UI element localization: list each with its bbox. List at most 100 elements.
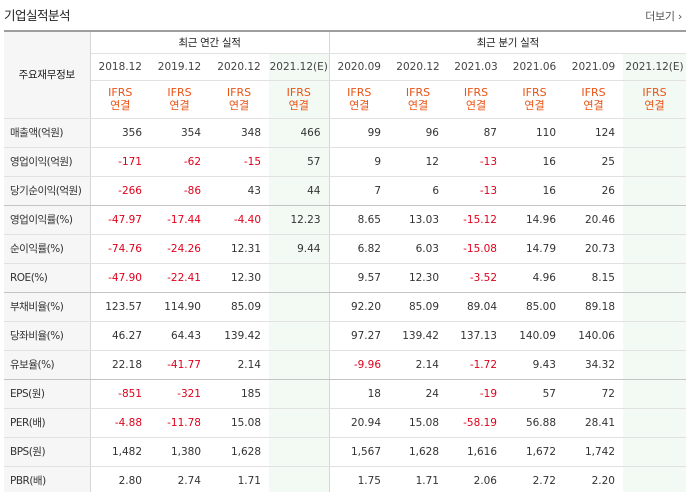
corner-cell: 주요재무정보 — [4, 31, 91, 119]
value-cell: 140.09 — [505, 321, 564, 351]
value-cell: -86 — [150, 176, 209, 206]
value-cell: 44 — [269, 176, 330, 206]
value-cell: 114.90 — [150, 292, 209, 322]
value-cell: 43 — [209, 176, 269, 206]
value-cell: 99 — [329, 118, 389, 148]
value-cell: 354 — [150, 118, 209, 148]
value-cell: 185 — [209, 379, 269, 409]
section-title: 기업실적분석 — [4, 8, 71, 23]
period-header: 2021.03 — [447, 53, 505, 81]
value-cell: 57 — [269, 147, 330, 177]
standard-line1: IFRS — [108, 86, 133, 99]
value-cell: 1.75 — [329, 466, 389, 492]
value-cell: -74.76 — [90, 234, 150, 264]
value-cell: 28.41 — [564, 408, 623, 438]
value-cell — [269, 379, 330, 409]
value-cell: -171 — [90, 147, 150, 177]
more-label: 더보기 — [645, 10, 675, 23]
value-cell: -321 — [150, 379, 209, 409]
value-cell: -62 — [150, 147, 209, 177]
value-cell: 14.79 — [505, 234, 564, 264]
value-cell: 8.15 — [564, 263, 623, 293]
value-cell — [269, 350, 330, 380]
value-cell: 16 — [505, 147, 564, 177]
value-cell — [623, 176, 687, 206]
value-cell — [269, 437, 330, 467]
value-cell: -47.90 — [90, 263, 150, 293]
row-label: 부채비율(%) — [4, 292, 91, 322]
standard-line2: 연결 — [524, 99, 545, 112]
value-cell: 22.18 — [90, 350, 150, 380]
value-cell — [623, 466, 687, 492]
value-cell: -41.77 — [150, 350, 209, 380]
value-cell — [623, 379, 687, 409]
value-cell: 2.74 — [150, 466, 209, 492]
value-cell: 20.46 — [564, 205, 623, 235]
value-cell: 140.06 — [564, 321, 623, 351]
row-label: 영업이익률(%) — [4, 205, 91, 235]
period-header: 2021.12(E) — [623, 53, 687, 81]
value-cell: 15.08 — [389, 408, 447, 438]
value-cell: 97.27 — [329, 321, 389, 351]
more-link[interactable]: 더보기 › — [645, 8, 682, 24]
value-cell: 9.57 — [329, 263, 389, 293]
value-cell: 12.31 — [209, 234, 269, 264]
section-header: 기업실적분석 더보기 › — [0, 0, 693, 30]
value-cell — [623, 350, 687, 380]
value-cell: 72 — [564, 379, 623, 409]
standard-line1: IFRS — [226, 86, 252, 99]
value-cell: 25 — [564, 147, 623, 177]
row-label: 당좌비율(%) — [4, 321, 91, 351]
standard-header: IFRS 연결 — [564, 80, 623, 119]
table-row: ROE(%) -47.90 -22.41 12.30 9.57 12.30 -3.52 4.9… — [4, 263, 687, 293]
header-row-standards: IFRS 연결 IFRS 연결 IFRS 연결 IFRS 연결 IFRS 연결 IFRS 연결 IFRS… — [4, 80, 687, 119]
value-cell: 12 — [389, 147, 447, 177]
value-cell: -58.19 — [447, 408, 505, 438]
standard-line2: 연결 — [110, 99, 131, 112]
value-cell: 7 — [329, 176, 389, 206]
value-cell: 2.20 — [564, 466, 623, 492]
value-cell: 12.23 — [269, 205, 330, 235]
standard-line2: 연결 — [583, 99, 604, 112]
standard-line1: IFRS — [286, 86, 311, 99]
row-label: 당기순이익(억원) — [4, 176, 91, 206]
value-cell: 20.94 — [329, 408, 389, 438]
annual-group-header: 최근 연간 실적 — [90, 31, 330, 54]
table-row: EPS(원) -851 -321 185 18 24 -19 57 72 — [4, 379, 687, 409]
value-cell: 89.04 — [447, 292, 505, 322]
value-cell: -3.52 — [447, 263, 505, 293]
value-cell: -17.44 — [150, 205, 209, 235]
value-cell — [623, 234, 687, 264]
value-cell — [269, 466, 330, 492]
value-cell: 1.71 — [389, 466, 447, 492]
standard-line2: 연결 — [169, 99, 190, 112]
value-cell: -15.12 — [447, 205, 505, 235]
value-cell: 1,616 — [447, 437, 505, 467]
row-label: 매출액(억원) — [4, 118, 91, 148]
value-cell: 20.73 — [564, 234, 623, 264]
header-row-groups: 주요재무정보 최근 연간 실적 최근 분기 실적 — [4, 31, 687, 119]
value-cell: 110 — [505, 118, 564, 148]
value-cell: 348 — [209, 118, 269, 148]
value-cell: 1,628 — [389, 437, 447, 467]
value-cell: 8.65 — [329, 205, 389, 235]
value-cell: 1,742 — [564, 437, 623, 467]
period-header: 2020.12 — [389, 53, 447, 81]
period-header: 2020.12 — [209, 53, 269, 81]
standard-line1: IFRS — [347, 86, 372, 99]
value-cell: 1,567 — [329, 437, 389, 467]
value-cell: 2.80 — [90, 466, 150, 492]
value-cell: 12.30 — [389, 263, 447, 293]
period-header: 2021.06 — [505, 53, 564, 81]
value-cell: 87 — [447, 118, 505, 148]
row-label: BPS(원) — [4, 437, 91, 467]
value-cell: 9.44 — [269, 234, 330, 264]
table-row: 영업이익(억원) -171 -62 -15 57 9 12 -13 16 25 — [4, 147, 687, 177]
standard-line2: 연결 — [288, 99, 309, 112]
value-cell: -13 — [447, 176, 505, 206]
table-row: 부채비율(%) 123.57 114.90 85.09 92.20 85.09 89.04 8… — [4, 292, 687, 322]
standard-line2: 연결 — [644, 99, 665, 112]
value-cell: 96 — [389, 118, 447, 148]
value-cell: 16 — [505, 176, 564, 206]
value-cell: 2.72 — [505, 466, 564, 492]
